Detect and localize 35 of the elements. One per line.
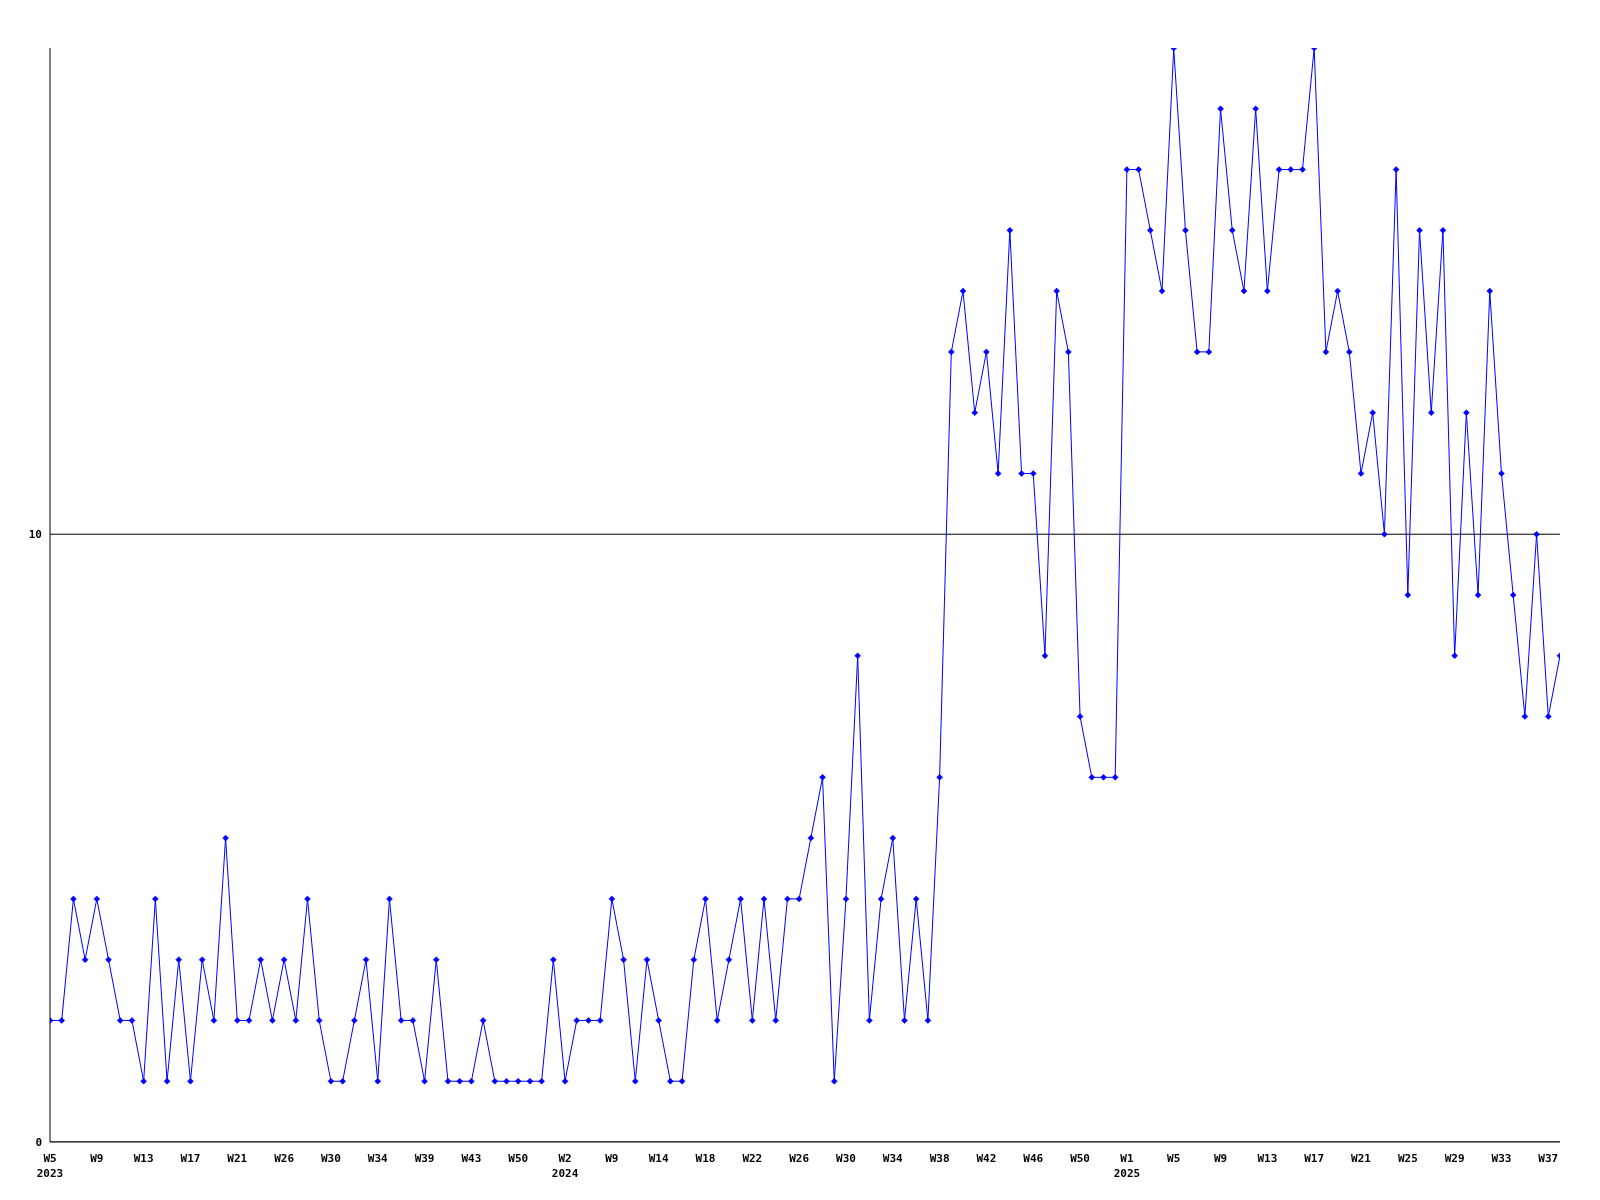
x-tick-label: W14 xyxy=(648,1152,669,1165)
x-tick-label: W29 xyxy=(1444,1152,1465,1165)
x-tick-label: W38 xyxy=(929,1152,950,1165)
x-tick-label: W34 xyxy=(882,1152,904,1165)
y-tick-label: 0 xyxy=(35,1135,42,1149)
x-tick-label: W13 xyxy=(1257,1152,1278,1165)
x-tick-label: W2 2024 xyxy=(551,1152,579,1180)
x-tick-label: W9 xyxy=(605,1152,619,1165)
x-tick-label: W43 xyxy=(461,1152,482,1165)
y-tick-label: 10 xyxy=(28,528,42,542)
x-tick-label: W26 xyxy=(274,1152,295,1165)
x-tick-label: W21 xyxy=(1351,1152,1372,1165)
x-tick-label: W46 xyxy=(1023,1152,1044,1165)
x-tick-label: W9 xyxy=(90,1152,104,1165)
x-tick-label: W22 xyxy=(742,1152,763,1165)
x-tick-label: W5 xyxy=(1167,1152,1181,1165)
x-tick-label: W5 2023 xyxy=(36,1152,64,1180)
x-tick-label: W25 xyxy=(1397,1152,1418,1165)
x-tick-label: W18 xyxy=(695,1152,716,1165)
x-tick-label: W26 xyxy=(789,1152,810,1165)
x-tick-label: W33 xyxy=(1491,1152,1512,1165)
x-tick-label: W17 xyxy=(180,1152,201,1165)
x-tick-label: W30 xyxy=(836,1152,856,1165)
x-tick-label: W30 xyxy=(320,1152,341,1165)
x-tick-label: W42 xyxy=(976,1152,997,1165)
x-tick-label: W17 xyxy=(1304,1152,1325,1165)
x-tick-label: W21 xyxy=(227,1152,248,1165)
x-tick-label: W34 xyxy=(367,1152,389,1165)
x-tick-label: W39 xyxy=(414,1152,435,1165)
x-tick-label: W13 xyxy=(133,1152,154,1165)
x-tick-label: W1 2025 xyxy=(1113,1152,1141,1180)
x-tick-label: W50 xyxy=(1070,1152,1091,1165)
x-tick-label: W50 xyxy=(508,1152,529,1165)
x-tick-label: W9 xyxy=(1213,1152,1228,1165)
x-tick-label: W37 xyxy=(1538,1152,1559,1165)
